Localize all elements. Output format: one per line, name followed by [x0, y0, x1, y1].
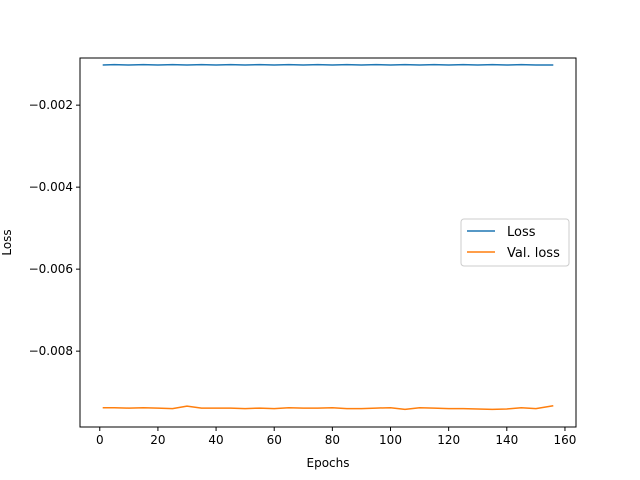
- legend-entry-label: Val. loss: [507, 246, 560, 261]
- legend-entry-label: Loss: [507, 225, 536, 240]
- legend: Loss Val. loss: [460, 218, 570, 267]
- x-tick-label: 160: [553, 433, 576, 447]
- y-tick-label: −0.006: [29, 262, 73, 276]
- x-tick-label: 100: [379, 433, 402, 447]
- x-tick-label: 140: [495, 433, 518, 447]
- series-layer: [102, 63, 554, 411]
- y-axis-ticks: −0.008 −0.006 −0.004 −0.002: [29, 98, 80, 358]
- y-tick-label: −0.004: [29, 180, 73, 194]
- x-tick-label: 20: [150, 433, 165, 447]
- series-line-val-loss: [102, 404, 554, 411]
- x-tick-label: 80: [325, 433, 340, 447]
- y-tick-label: −0.002: [29, 98, 73, 112]
- plot-area: 0 20 40 60 80 100 120 140 160 −0.008 −0.006 −0.004…: [29, 57, 577, 447]
- x-axis-label: Epochs: [307, 456, 350, 470]
- axes-frame: [79, 57, 577, 428]
- x-tick-label: 60: [267, 433, 282, 447]
- y-axis-label: Loss: [0, 229, 14, 255]
- x-tick-label: 120: [437, 433, 460, 447]
- y-tick-label: −0.008: [29, 344, 73, 358]
- x-tick-label: 0: [96, 433, 104, 447]
- x-tick-label: 40: [208, 433, 223, 447]
- x-axis-ticks: 0 20 40 60 80 100 120 140 160: [96, 427, 576, 447]
